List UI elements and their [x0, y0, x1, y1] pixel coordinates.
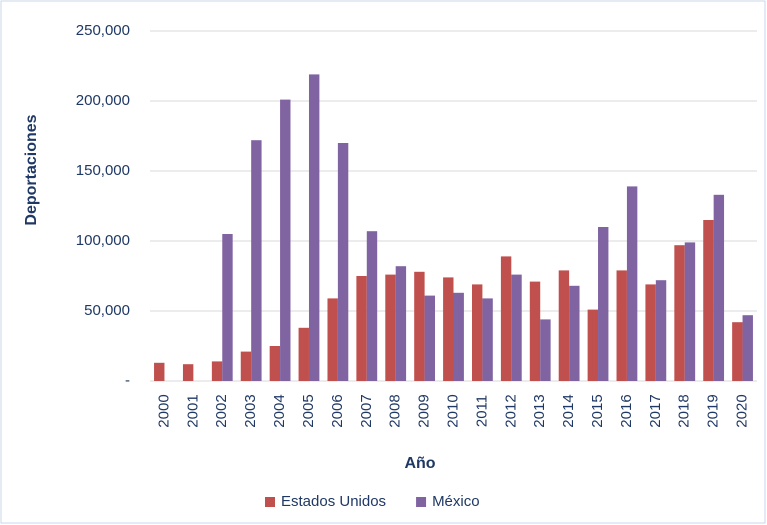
bar	[511, 274, 522, 381]
bar	[337, 143, 349, 381]
bar	[443, 277, 454, 381]
bar	[453, 292, 464, 381]
bar	[240, 351, 252, 381]
bar	[280, 99, 291, 381]
bar	[732, 322, 743, 381]
x-tick-label: 2004	[271, 394, 288, 427]
x-tick-label: 2020	[734, 394, 751, 427]
x-tick-label: 2003	[242, 394, 259, 427]
bar	[154, 362, 165, 381]
y-axis-title: Deportaciones	[23, 114, 40, 225]
x-tick-label: 2006	[329, 394, 346, 427]
x-axis-title: Año	[404, 455, 435, 472]
bar	[211, 361, 223, 381]
x-tick-label: 2019	[705, 394, 722, 427]
x-tick-label: 2017	[647, 394, 664, 427]
y-tick-label: -	[125, 372, 130, 389]
x-tick-label: 2011	[473, 395, 490, 427]
y-tick-label: 200,000	[76, 92, 130, 109]
bar	[366, 231, 378, 381]
x-tick-label: 2013	[531, 394, 548, 427]
x-tick-label: 2015	[589, 394, 606, 427]
bar	[655, 280, 667, 381]
bar	[269, 346, 281, 381]
bar	[182, 364, 194, 381]
y-tick-label: 50,000	[84, 302, 130, 319]
bar	[500, 256, 512, 381]
bar	[298, 327, 309, 381]
legend-label: Estados Unidos	[281, 493, 386, 510]
bar	[482, 298, 493, 381]
bar	[713, 194, 725, 381]
bar	[598, 227, 609, 381]
bar	[703, 220, 714, 381]
bar	[558, 270, 570, 381]
x-tick-label: 2016	[618, 394, 635, 427]
bar	[529, 281, 541, 381]
legend-label: México	[432, 493, 480, 510]
bar	[645, 284, 656, 381]
bar	[356, 276, 367, 381]
x-tick-label: 2007	[358, 394, 375, 427]
x-tick-label: 2012	[502, 394, 519, 427]
x-tick-label: 2005	[300, 394, 317, 427]
x-tick-label: 2001	[184, 394, 201, 427]
bar	[540, 319, 551, 381]
x-tick-label: 2009	[416, 394, 433, 427]
x-tick-label: 2014	[560, 394, 577, 427]
x-tick-label: 2002	[213, 394, 230, 427]
legend-swatch	[265, 497, 275, 507]
x-tick-label: 2008	[387, 394, 404, 427]
legend-swatch	[416, 497, 427, 507]
bar	[327, 298, 338, 381]
bar	[424, 295, 436, 381]
y-tick-label: 250,000	[76, 22, 130, 39]
bar	[616, 270, 627, 381]
bar	[684, 242, 696, 381]
bar	[251, 140, 262, 381]
bar	[569, 285, 580, 381]
bar	[395, 266, 407, 381]
x-tick-label: 2000	[155, 394, 172, 427]
bar	[742, 315, 753, 381]
y-tick-label: 100,000	[76, 232, 130, 249]
bar	[414, 271, 425, 381]
x-tick-label: 2010	[444, 394, 461, 427]
bar	[308, 74, 320, 382]
x-tick-label: 2018	[676, 394, 693, 427]
bar	[471, 284, 483, 381]
bar	[587, 309, 599, 381]
bar	[674, 245, 685, 381]
bar	[385, 274, 396, 381]
y-tick-label: 150,000	[76, 162, 130, 179]
bar	[626, 186, 638, 381]
bar	[222, 234, 233, 381]
